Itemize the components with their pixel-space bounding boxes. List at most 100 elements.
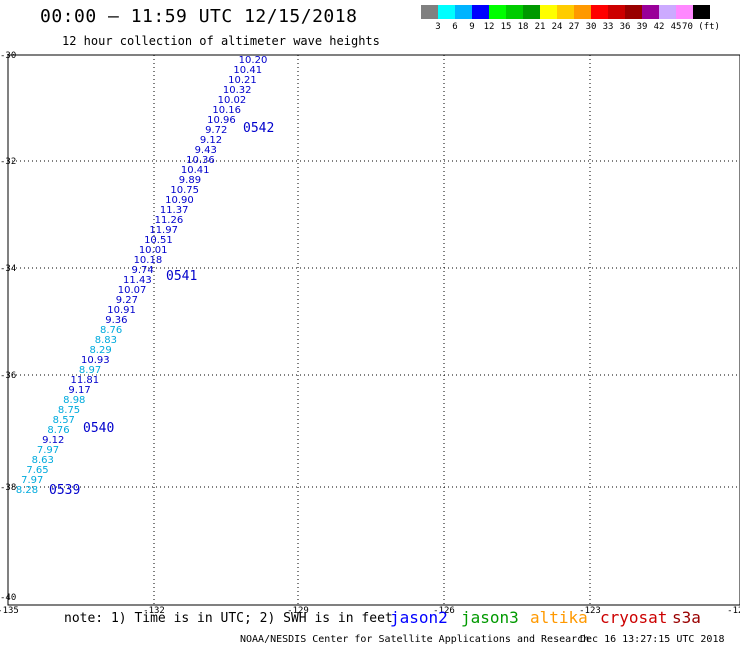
wave-height-value: 10.91 — [107, 305, 136, 316]
wave-height-value: 7.97 — [21, 475, 43, 486]
wave-height-value: 10.90 — [165, 195, 194, 206]
wave-height-value: 10.41 — [181, 165, 210, 176]
legend-swatch — [608, 5, 625, 19]
legend-swatch — [591, 5, 608, 19]
wave-height-value: 9.12 — [200, 135, 222, 146]
wave-height-value: 10.36 — [186, 155, 215, 166]
wave-height-value: 9.12 — [42, 435, 64, 446]
pass-time-label: 0542 — [243, 121, 274, 136]
wave-height-value: 7.65 — [26, 465, 48, 476]
wave-height-value: 10.01 — [139, 245, 168, 256]
wave-height-value: 9.27 — [116, 295, 138, 306]
wave-height-value: 10.51 — [144, 235, 173, 246]
wave-height-value: 9.43 — [195, 145, 217, 156]
wave-height-value: 10.20 — [239, 55, 268, 66]
latitude-label: -36 — [0, 371, 16, 381]
wave-height-value: 8.76 — [100, 325, 122, 336]
legend-label: 6 — [452, 22, 458, 32]
legend-swatch — [523, 5, 540, 19]
legend-label: 12 — [483, 22, 495, 32]
page-subtitle: 12 hour collection of altimeter wave hei… — [62, 34, 380, 48]
wave-height-value: 9.74 — [131, 265, 153, 276]
longitude-label: -120 — [727, 606, 740, 616]
mission-jason3: jason3 — [461, 608, 519, 627]
latitude-label: -34 — [0, 264, 16, 274]
legend-label: 15 — [500, 22, 512, 32]
legend-label: 42 — [653, 22, 665, 32]
legend-swatch — [659, 5, 676, 19]
legend-swatch — [489, 5, 506, 19]
wave-height-value: 10.75 — [170, 185, 199, 196]
pass-time-label: 0541 — [166, 269, 197, 284]
longitude-label: -123 — [579, 606, 601, 616]
map-frame — [7, 54, 740, 606]
legend-swatch — [574, 5, 591, 19]
wave-height-value: 8.63 — [32, 455, 54, 466]
wave-height-value: 10.41 — [233, 65, 262, 76]
legend-label: 9 — [469, 22, 475, 32]
legend-swatch — [625, 5, 642, 19]
legend-label: 39 — [636, 22, 648, 32]
mission-s3a: s3a — [672, 608, 701, 627]
units-note: note: 1) Time is in UTC; 2) SWH is in fe… — [64, 611, 393, 626]
wave-height-value: 10.02 — [218, 95, 247, 106]
pass-time-label: 0540 — [83, 421, 114, 436]
wave-height-value: 8.83 — [95, 335, 117, 346]
longitude-label: -129 — [287, 606, 309, 616]
wave-height-value: 10.18 — [134, 255, 163, 266]
longitude-label: -126 — [433, 606, 455, 616]
legend-label: 27 — [568, 22, 580, 32]
wave-height-value: 11.43 — [123, 275, 152, 286]
legend-swatch — [438, 5, 455, 19]
wave-height-value: 8.57 — [53, 415, 75, 426]
mission-altika: altika — [530, 608, 588, 627]
wave-height-value: 11.26 — [155, 215, 184, 226]
color-legend-labels: 3 6 9 12 15 18 21 24 27 30 33 36 39 42 45 70 (ft) — [421, 22, 740, 34]
color-legend — [421, 5, 710, 19]
wave-height-value: 9.72 — [205, 125, 227, 136]
wave-height-value: 10.96 — [207, 115, 236, 126]
legend-label: 36 — [619, 22, 631, 32]
wave-height-value: 10.93 — [81, 355, 110, 366]
longitude-label: -132 — [143, 606, 165, 616]
wave-height-value: 8.98 — [63, 395, 85, 406]
pass-time-label: 0539 — [49, 483, 80, 498]
wave-height-value: 10.21 — [228, 75, 257, 86]
latitude-label: -38 — [0, 483, 16, 493]
legend-label: 70 (ft) — [682, 22, 720, 32]
legend-swatch — [472, 5, 489, 19]
wave-height-value: 7.97 — [37, 445, 59, 456]
wave-height-value: 8.75 — [58, 405, 80, 416]
legend-swatch — [642, 5, 659, 19]
legend-label: 30 — [585, 22, 597, 32]
wave-height-value: 8.29 — [89, 345, 111, 356]
latitude-label: -30 — [0, 51, 16, 61]
legend-swatch — [693, 5, 710, 19]
legend-swatch — [540, 5, 557, 19]
wave-height-value: 8.76 — [47, 425, 69, 436]
legend-label: 18 — [517, 22, 529, 32]
wave-height-value: 8.97 — [79, 365, 101, 376]
legend-swatch — [421, 5, 438, 19]
latitude-label: -32 — [0, 157, 16, 167]
legend-label: 3 — [435, 22, 441, 32]
wave-height-value: 8.28 — [16, 485, 38, 496]
generated-timestamp: Dec 16 13:27:15 UTC 2018 — [580, 634, 725, 645]
legend-swatch — [557, 5, 574, 19]
mission-jason2: jason2 — [390, 608, 448, 627]
latitude-label: -40 — [0, 593, 16, 603]
wave-height-value: 11.97 — [149, 225, 178, 236]
legend-label: 24 — [551, 22, 563, 32]
page-title: 00:00 – 11:59 UTC 12/15/2018 — [40, 6, 358, 27]
legend-swatch — [676, 5, 693, 19]
wave-height-value: 11.37 — [160, 205, 189, 216]
wave-height-value: 9.36 — [105, 315, 127, 326]
legend-label: 45 — [670, 22, 682, 32]
wave-height-value: 10.32 — [223, 85, 252, 96]
longitude-label: -135 — [0, 606, 19, 616]
wave-height-value: 10.07 — [118, 285, 147, 296]
legend-label: 33 — [602, 22, 614, 32]
wave-height-value: 10.16 — [212, 105, 241, 116]
legend-label: 21 — [534, 22, 546, 32]
wave-height-value: 9.89 — [179, 175, 201, 186]
